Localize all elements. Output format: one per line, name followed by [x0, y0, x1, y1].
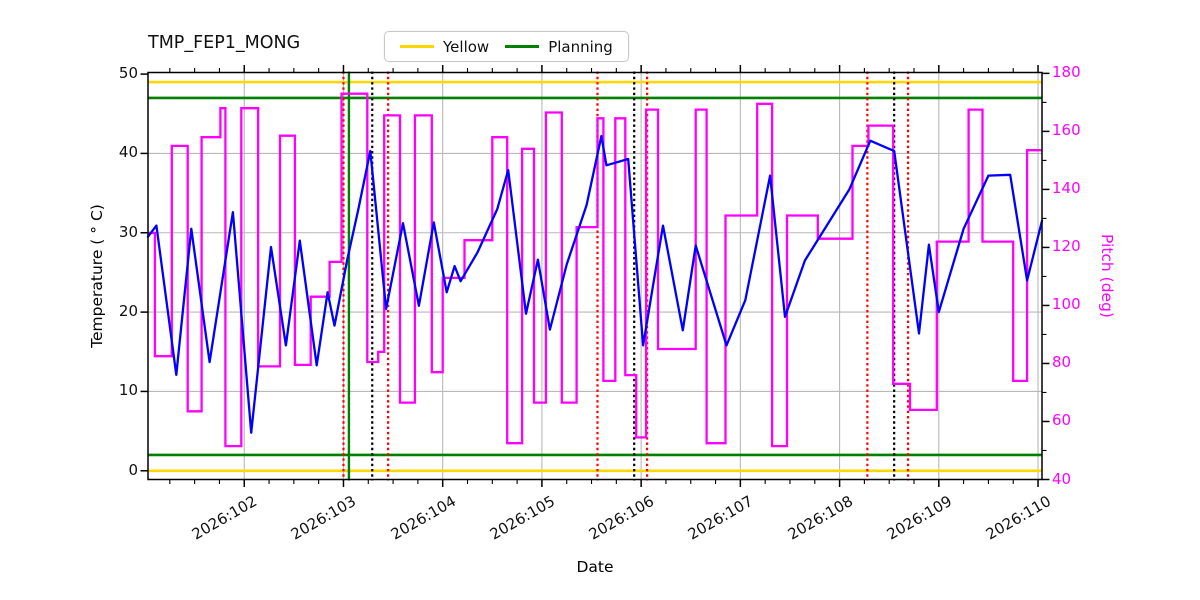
x-axis-label: Date — [576, 558, 614, 576]
legend-item-planning: Planning — [505, 38, 613, 56]
y-tick-label-left: 20 — [118, 302, 138, 321]
legend-label-planning: Planning — [548, 37, 613, 56]
y-tick-label-left: 50 — [118, 64, 138, 83]
legend: Yellow Planning — [384, 31, 629, 62]
y-axis-label-right: Pitch (deg) — [1098, 234, 1116, 318]
chart-title: TMP_FEP1_MONG — [148, 33, 301, 53]
y-tick-label-right: 140 — [1052, 179, 1081, 198]
yellow-line-swatch — [400, 44, 434, 49]
temperature-series-line — [146, 134, 1044, 434]
y-tick-label-right: 60 — [1052, 411, 1072, 430]
y-tick-label-right: 120 — [1052, 237, 1081, 256]
y-tick-label-right: 180 — [1052, 63, 1081, 82]
legend-label-yellow: Yellow — [443, 37, 490, 56]
y-tick-label-left: 0 — [128, 460, 138, 479]
legend-item-yellow: Yellow — [400, 38, 489, 56]
y-tick-label-right: 40 — [1052, 469, 1072, 488]
y-tick-label-right: 100 — [1052, 295, 1081, 314]
y-tick-label-left: 30 — [118, 222, 138, 241]
pitch-series-line — [148, 92, 1042, 448]
limit-lines — [148, 80, 1042, 473]
grid-lines — [148, 72, 1042, 480]
planning-line-swatch — [505, 44, 540, 49]
y-tick-label-right: 160 — [1052, 121, 1081, 140]
y-tick-label-right: 80 — [1052, 353, 1072, 372]
y-tick-label-left: 10 — [118, 381, 138, 400]
axes-spines-ticks — [140, 65, 1050, 487]
y-tick-label-left: 40 — [118, 143, 138, 162]
